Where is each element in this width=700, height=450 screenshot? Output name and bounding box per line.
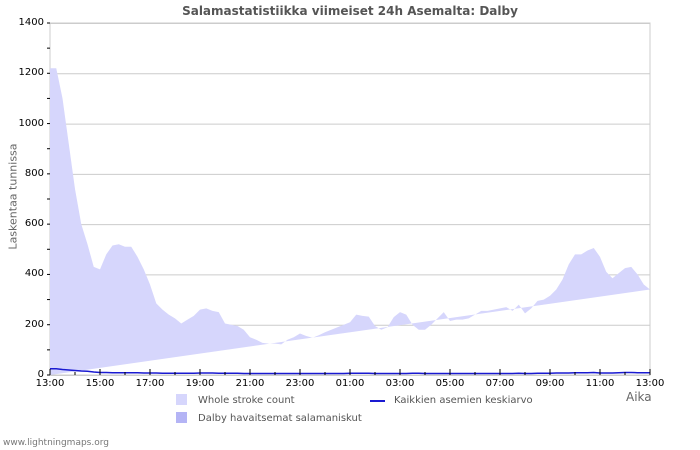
y-tick-label: 1400 <box>18 17 44 28</box>
whole-stroke-area <box>50 68 650 375</box>
y-tick-label: 1200 <box>18 67 44 79</box>
chart-title: Salamastatistiikka viimeiset 24h Asemalt… <box>182 4 518 18</box>
legend-label-station: Dalby havaitsemat salamaniskut <box>198 413 362 424</box>
legend-label-average: Kaikkien asemien keskiarvo <box>394 395 533 406</box>
legend-swatch-whole <box>176 394 187 405</box>
x-tick-label: 01:00 <box>335 378 365 389</box>
x-tick-label: 09:00 <box>535 378 565 389</box>
y-tick-label: 0 <box>37 369 44 380</box>
y-tick-label: 1000 <box>18 117 44 129</box>
x-tick-label: 05:00 <box>435 378 465 389</box>
y-tick-label: 400 <box>24 268 44 280</box>
x-tick-label: 07:00 <box>485 378 515 389</box>
x-tick-label: 13:00 <box>635 378 665 389</box>
x-tick-label: 15:00 <box>85 378 115 389</box>
legend-swatch-station <box>176 412 187 423</box>
x-tick-label: 21:00 <box>235 378 265 389</box>
y-tick-label: 600 <box>24 218 44 230</box>
axes <box>47 22 651 376</box>
x-tick-label: 03:00 <box>385 378 415 389</box>
x-tick-label: 17:00 <box>135 378 165 389</box>
footer-credit: www.lightningmaps.org <box>3 438 109 448</box>
y-tick-label: 800 <box>24 167 44 179</box>
x-tick-label: 23:00 <box>285 378 315 389</box>
y-tick-label: 200 <box>24 318 44 330</box>
legend-label-whole: Whole stroke count <box>198 395 295 406</box>
x-tick-label: 11:00 <box>585 378 615 389</box>
x-axis-label: Aika <box>626 390 652 404</box>
x-tick-label: 19:00 <box>185 378 215 389</box>
x-tick-label: 13:00 <box>35 378 65 389</box>
legend-swatch-average <box>370 400 385 402</box>
